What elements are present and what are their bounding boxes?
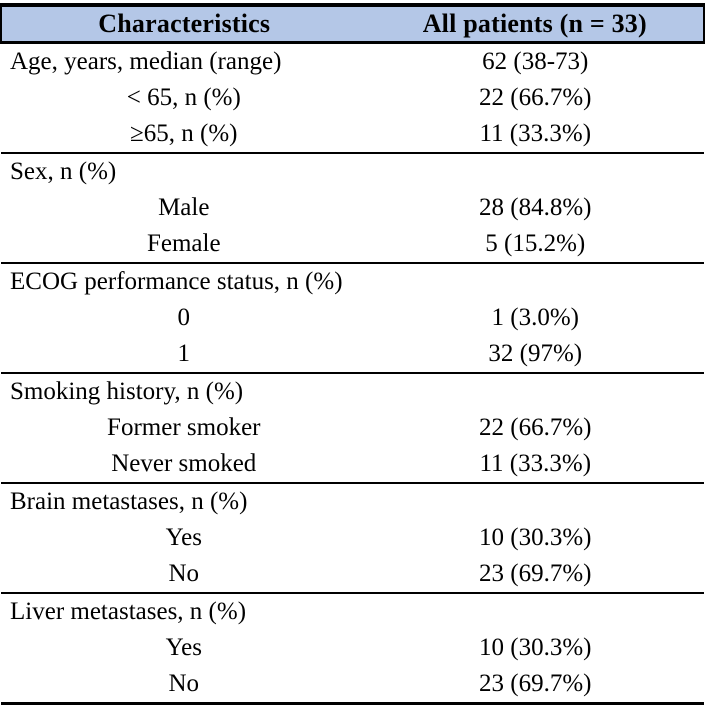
table-row: No 23 (69.7%) bbox=[1, 666, 704, 704]
characteristic-subitem-cell: Yes bbox=[165, 634, 202, 661]
table-row: Age, years, median (range) 62 (38-73) bbox=[1, 43, 704, 81]
characteristic-subitem-cell: Yes bbox=[165, 524, 202, 551]
characteristic-subitem-cell: < 65, n (%) bbox=[126, 84, 241, 111]
value-cell: 1 (3.0%) bbox=[491, 304, 580, 331]
patient-characteristics-table: Characteristics All patients (n = 33) Ag… bbox=[0, 3, 705, 705]
table-row: Smoking history, n (%) bbox=[1, 372, 704, 410]
table-header: Characteristics All patients (n = 33) bbox=[0, 4, 705, 44]
characteristic-subitem-cell: No bbox=[168, 560, 200, 587]
characteristic-section-cell: Liver metastases, n (%) bbox=[1, 592, 367, 630]
table-body: Age, years, median (range) 62 (38-73) < 65… bbox=[1, 43, 704, 704]
characteristic-section-cell: Smoking history, n (%) bbox=[1, 372, 367, 410]
characteristic-subitem-cell: 0 bbox=[177, 304, 191, 331]
value-cell: 23 (69.7%) bbox=[479, 560, 592, 587]
characteristic-section-cell: Brain metastases, n (%) bbox=[1, 482, 367, 520]
table-row: Male 28 (84.8%) bbox=[1, 190, 704, 226]
value-cell: 5 (15.2%) bbox=[485, 230, 586, 257]
value-cell: 10 (30.3%) bbox=[479, 524, 592, 551]
table-row: Female 5 (15.2%) bbox=[1, 226, 704, 263]
table-row: No 23 (69.7%) bbox=[1, 556, 704, 593]
characteristic-subitem-cell: Female bbox=[146, 230, 221, 257]
value-cell: 28 (84.8%) bbox=[479, 194, 592, 221]
table-row: Sex, n (%) bbox=[1, 152, 704, 190]
header-row: Characteristics All patients (n = 33) bbox=[0, 4, 705, 44]
table-row: 0 1 (3.0%) bbox=[1, 300, 704, 336]
characteristic-subitem-cell: Never smoked bbox=[111, 450, 257, 477]
table-row: Former smoker 22 (66.7%) bbox=[1, 410, 704, 446]
table-row: 1 32 (97%) bbox=[1, 336, 704, 373]
value-cell: 11 (33.3%) bbox=[479, 450, 592, 477]
table-row: ECOG performance status, n (%) bbox=[1, 262, 704, 300]
value-cell: 23 (69.7%) bbox=[479, 670, 592, 697]
table-row: Liver metastases, n (%) bbox=[1, 592, 704, 630]
characteristic-section-cell: Sex, n (%) bbox=[1, 152, 367, 190]
value-cell: 62 (38-73) bbox=[482, 48, 589, 75]
characteristic-section-cell: Age, years, median (range) bbox=[10, 48, 282, 75]
value-cell bbox=[366, 152, 704, 190]
value-cell: 11 (33.3%) bbox=[479, 120, 592, 147]
table-row: ≥65, n (%) 11 (33.3%) bbox=[1, 116, 704, 153]
characteristic-section-cell: ECOG performance status, n (%) bbox=[1, 262, 367, 300]
characteristic-subitem-cell: Former smoker bbox=[107, 414, 261, 441]
value-cell bbox=[366, 372, 704, 410]
value-cell: 32 (97%) bbox=[488, 340, 583, 367]
value-cell bbox=[366, 262, 704, 300]
characteristic-subitem-cell: No bbox=[168, 670, 200, 697]
table-row: Brain metastases, n (%) bbox=[1, 482, 704, 520]
characteristic-subitem-cell: Male bbox=[158, 194, 210, 221]
characteristic-subitem-cell: 1 bbox=[177, 340, 191, 367]
table-row: Yes 10 (30.3%) bbox=[1, 520, 704, 556]
header-all-patients: All patients (n = 33) bbox=[366, 4, 705, 44]
table-row: < 65, n (%) 22 (66.7%) bbox=[1, 80, 704, 116]
value-cell: 22 (66.7%) bbox=[479, 84, 592, 111]
value-cell bbox=[366, 592, 704, 630]
value-cell bbox=[366, 482, 704, 520]
value-cell: 10 (30.3%) bbox=[479, 634, 592, 661]
table-row: Never smoked 11 (33.3%) bbox=[1, 446, 704, 483]
value-cell: 22 (66.7%) bbox=[479, 414, 592, 441]
characteristic-subitem-cell: ≥65, n (%) bbox=[130, 120, 238, 147]
table-row: Yes 10 (30.3%) bbox=[1, 630, 704, 666]
header-characteristics: Characteristics bbox=[0, 4, 367, 44]
